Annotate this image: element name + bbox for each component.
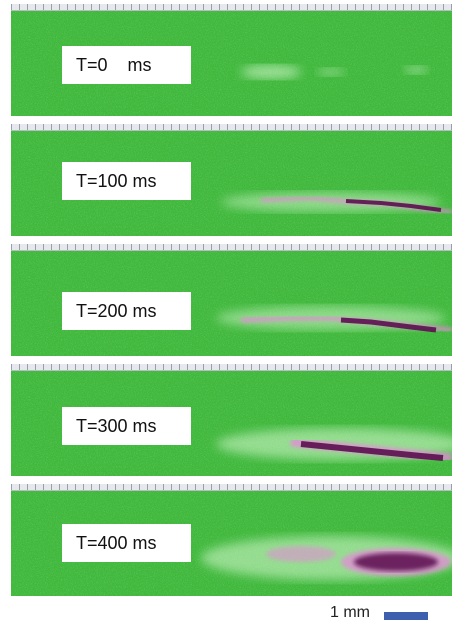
time-label-5: T=400 ms (62, 524, 191, 562)
frame-panel-5: T=400 ms (11, 484, 452, 596)
scale-bar (384, 612, 428, 620)
scale-ruler (11, 364, 452, 371)
frame-image-1 (11, 4, 452, 116)
frame-panel-2: T=100 ms (11, 124, 452, 236)
scale-ruler (11, 244, 452, 251)
scale-ruler (11, 4, 452, 11)
scale-ruler (11, 124, 452, 131)
frame-panel-3: T=200 ms (11, 244, 452, 356)
time-label-1: T=0 ms (62, 46, 191, 84)
frame-panel-4: T=300 ms (11, 364, 452, 476)
scale-bar-group: 1 mm (330, 604, 428, 622)
frame-panel-1: T=0 ms (11, 4, 452, 116)
time-label-4: T=300 ms (62, 407, 191, 445)
scale-ruler (11, 484, 452, 491)
time-label-3: T=200 ms (62, 292, 191, 330)
scale-bar-label: 1 mm (330, 604, 370, 621)
time-label-2: T=100 ms (62, 162, 191, 200)
